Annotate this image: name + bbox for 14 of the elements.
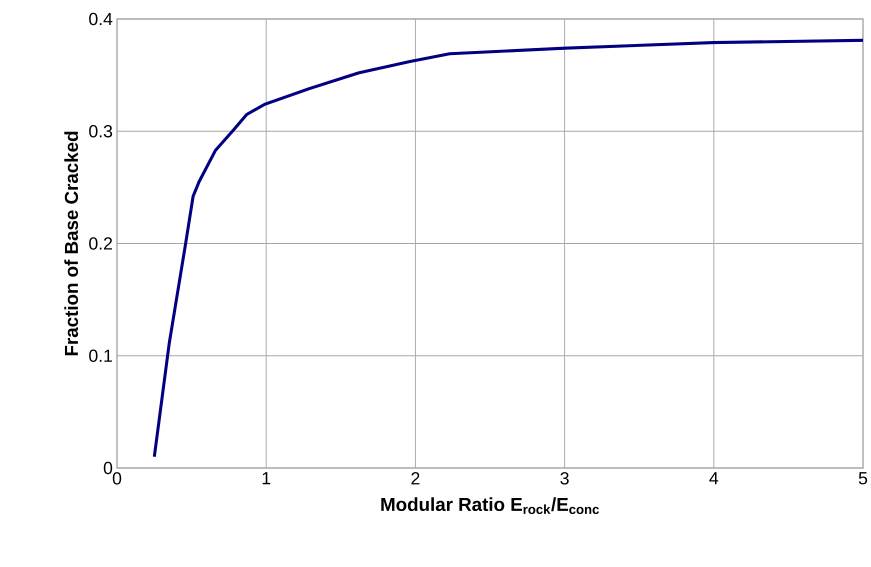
x-tick-label: 1 [262, 472, 270, 484]
x-tick-label: 4 [709, 472, 718, 484]
line-series [152, 38, 864, 458]
y-tick-label: 0.4 [89, 12, 112, 26]
y-tick-label: 0.3 [89, 125, 112, 138]
y-tick-label: 0.2 [89, 237, 112, 250]
x-tick-label: 5 [858, 472, 868, 484]
x-axis-title: Modular Ratio E$_{rock}$/E$_{conc}$ [381, 497, 599, 514]
x-tick-label: 0 [112, 472, 122, 485]
x-tick-label: 3 [560, 472, 569, 485]
y-axis-title: Fraction of Base Cracked [64, 132, 78, 356]
y-tick-label: 0.1 [89, 350, 112, 362]
x-tick-label: 2 [411, 472, 420, 484]
y-tick-label: 0 [104, 462, 112, 474]
